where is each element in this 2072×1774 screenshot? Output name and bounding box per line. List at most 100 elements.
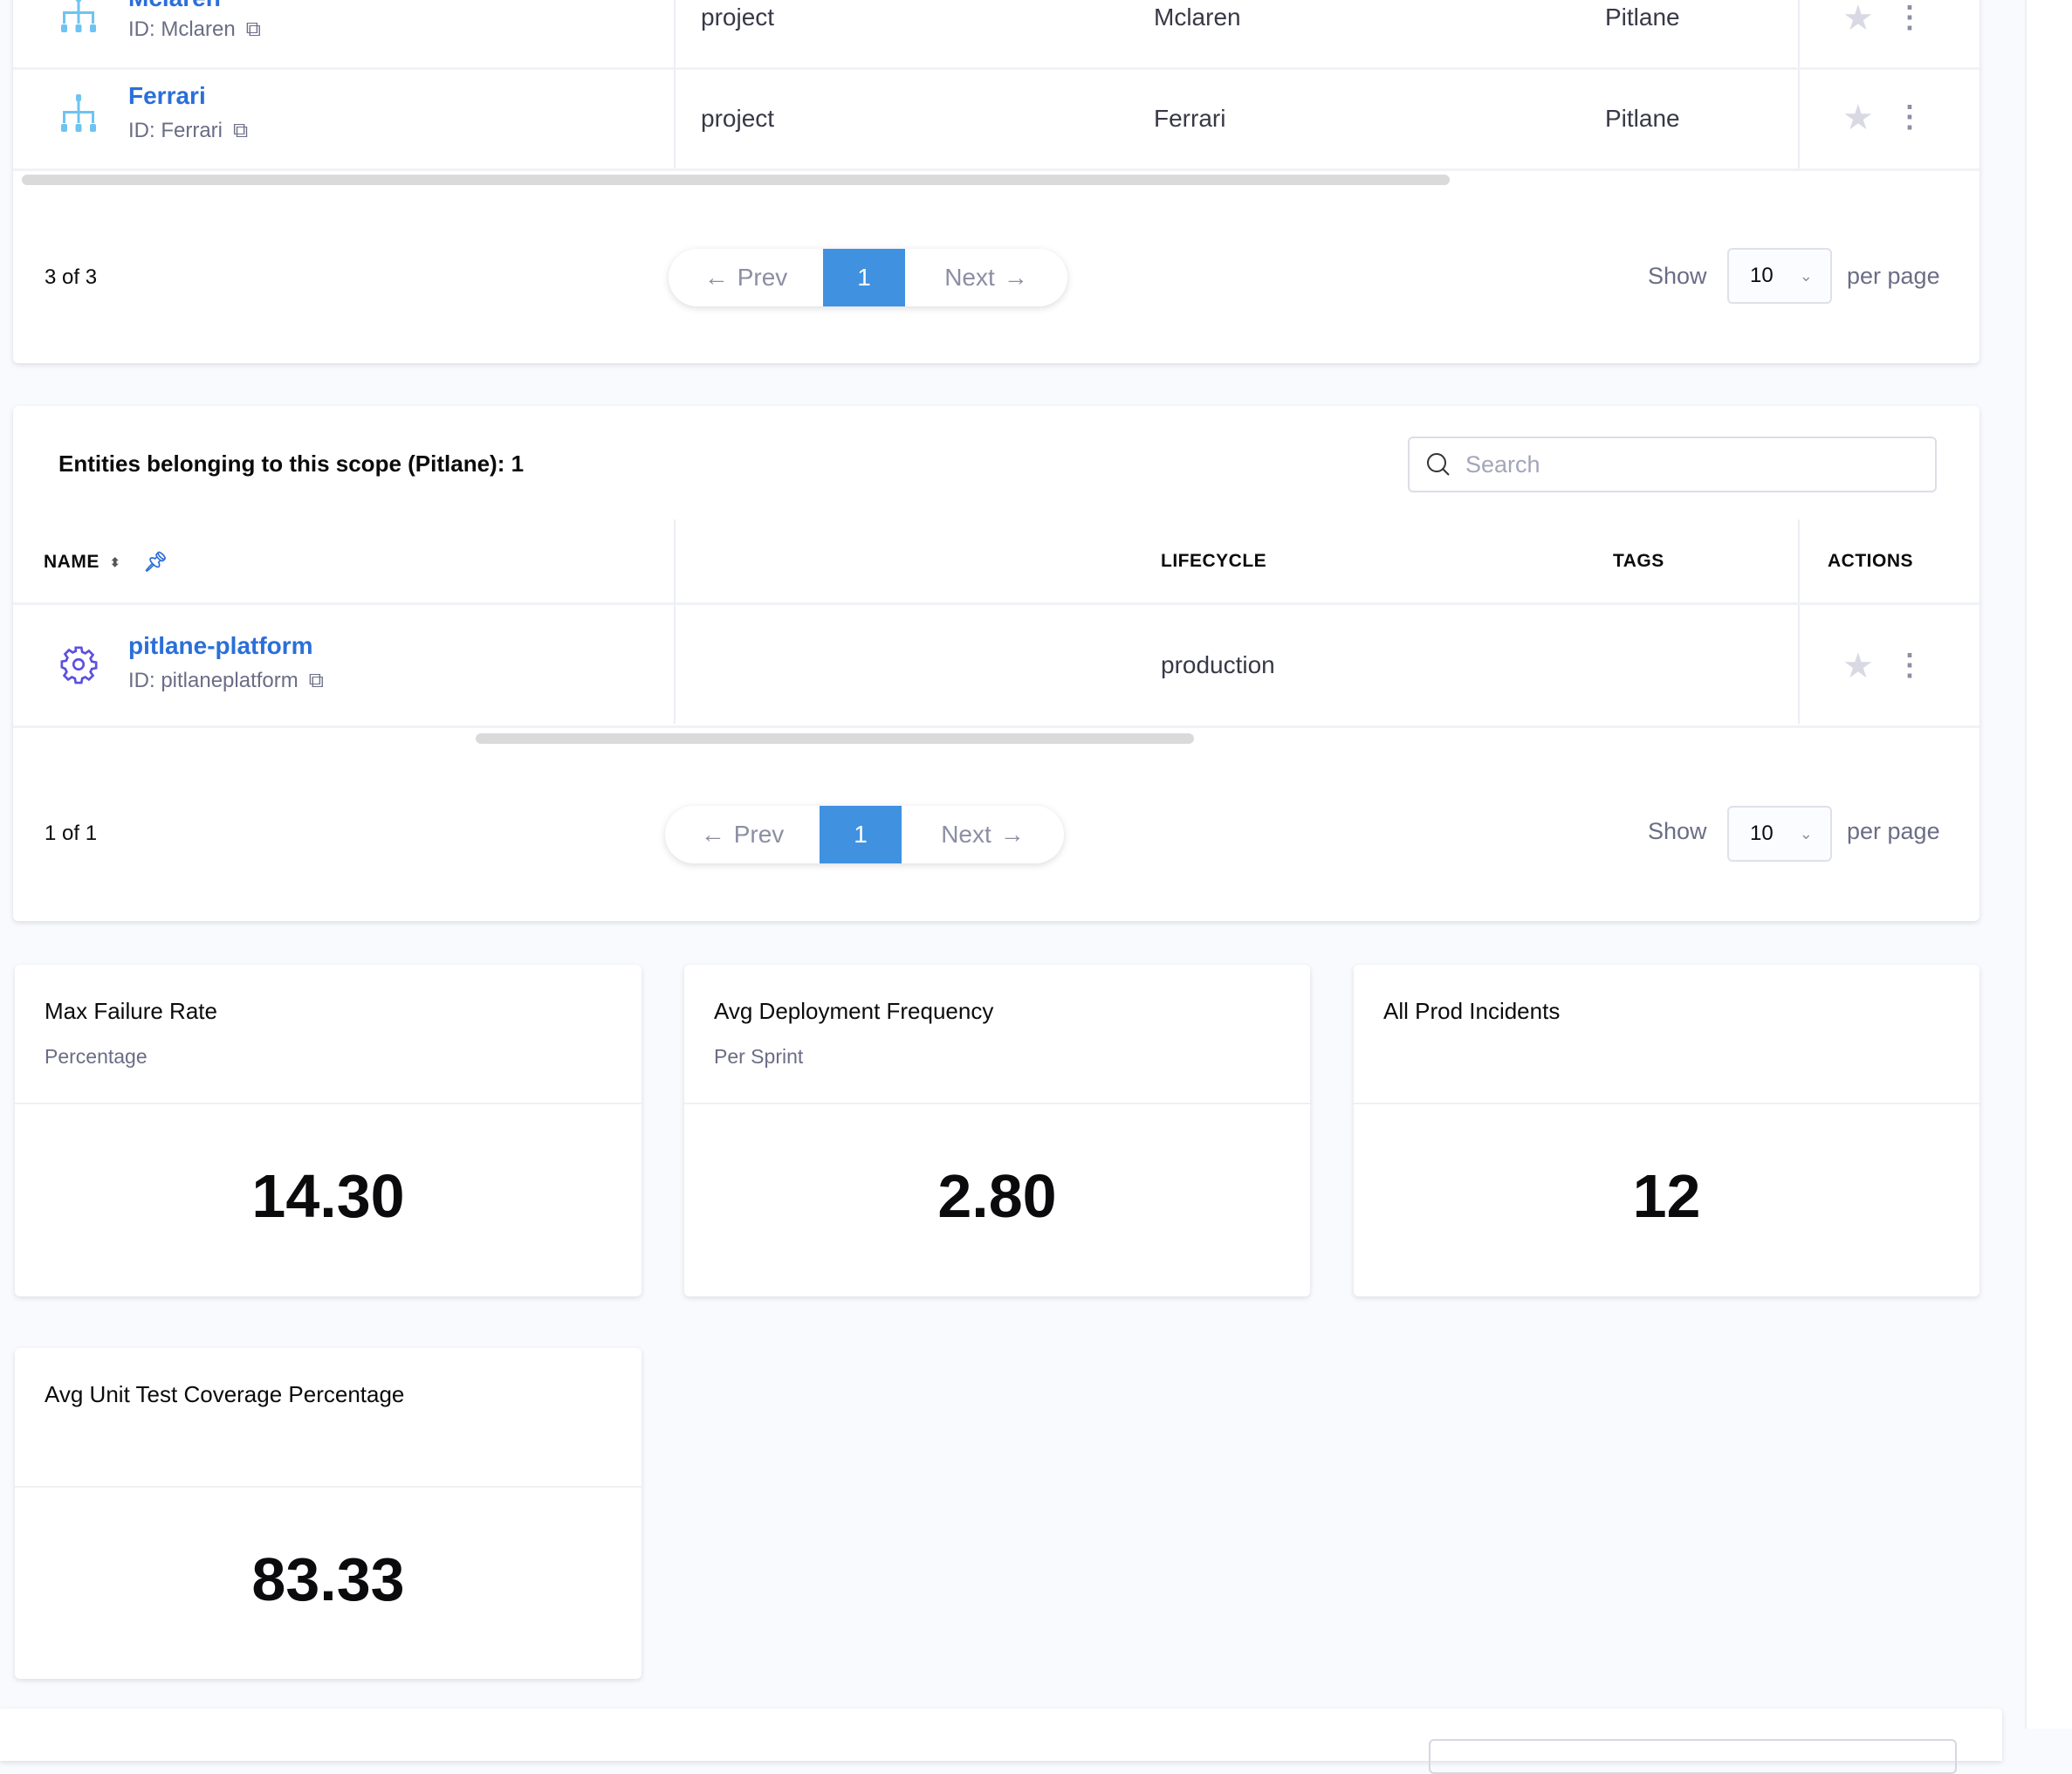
prev-label: Prev xyxy=(733,821,785,848)
more-options-icon[interactable]: ⋮ xyxy=(1895,100,1924,134)
projects-table-card: Mclaren ID: Mclaren ⧉ project Mclaren Pit… xyxy=(13,0,1979,363)
next-label: Next xyxy=(944,264,995,291)
metric-value: 12 xyxy=(1632,1162,1701,1230)
search-placeholder: Search xyxy=(1465,450,1540,478)
next-label: Next xyxy=(941,821,991,848)
star-icon[interactable]: ★ xyxy=(1842,0,1874,38)
metric-card-all-prod-incidents: All Prod Incidents 12 xyxy=(1354,965,1979,1296)
entity-id: ID: Ferrari ⧉ xyxy=(128,119,248,143)
metric-value: 2.80 xyxy=(937,1162,1057,1230)
show-label: Show xyxy=(1648,263,1707,289)
prev-button[interactable]: ← Prev xyxy=(669,249,823,306)
name-column-header[interactable]: NAME ⬍ 📌︎ xyxy=(44,551,168,574)
chevron-down-icon: ⌄ xyxy=(1799,266,1813,285)
type-cell: project xyxy=(701,3,775,31)
more-options-icon[interactable]: ⋮ xyxy=(1895,649,1924,682)
column-divider xyxy=(674,519,676,724)
pagination-count: 3 of 3 xyxy=(45,265,98,289)
search-input[interactable]: Search xyxy=(1408,437,1937,492)
copy-icon[interactable]: ⧉ xyxy=(233,119,249,142)
metric-subtitle: Percentage xyxy=(45,1045,148,1068)
arrow-right-icon: → xyxy=(1003,264,1028,291)
owner-cell: Mclaren xyxy=(1154,3,1241,31)
actions-column-header: ACTIONS xyxy=(1828,551,1913,571)
gear-icon xyxy=(60,646,98,684)
type-cell: project xyxy=(701,105,775,132)
divider xyxy=(1354,1103,1979,1104)
row-divider xyxy=(13,67,1979,70)
pagination: ← Prev 1 Next → xyxy=(665,806,1064,863)
per-page-select[interactable]: 10 ⌄ xyxy=(1727,248,1832,304)
pagination-count: 1 of 1 xyxy=(45,822,98,845)
copy-icon[interactable]: ⧉ xyxy=(245,17,261,41)
metric-title: All Prod Incidents xyxy=(1383,998,1561,1024)
column-divider xyxy=(1798,0,1800,170)
entity-id-text: ID: pitlaneplatform xyxy=(128,669,298,692)
entity-name-link[interactable]: pitlane-platform xyxy=(128,632,313,659)
arrow-right-icon: → xyxy=(999,821,1025,848)
hierarchy-icon xyxy=(61,94,96,132)
header-divider xyxy=(13,602,1979,605)
arrow-left-icon: ← xyxy=(700,821,725,848)
page-edge xyxy=(2025,0,2072,1729)
lifecycle-cell: production xyxy=(1161,651,1275,678)
per-page-label: per page xyxy=(1847,818,1940,844)
more-options-icon[interactable]: ⋮ xyxy=(1895,1,1924,34)
metric-card-max-failure-rate: Max Failure Rate Percentage 14.30 xyxy=(15,965,641,1296)
metric-title: Avg Deployment Frequency xyxy=(714,998,994,1024)
per-page-label: per page xyxy=(1847,263,1940,289)
divider xyxy=(684,1103,1310,1104)
column-divider xyxy=(674,0,676,170)
star-icon[interactable]: ★ xyxy=(1842,99,1874,137)
column-divider xyxy=(1798,519,1800,724)
per-page-select[interactable]: 10 ⌄ xyxy=(1727,806,1832,862)
name-header-label: NAME xyxy=(44,552,99,572)
metric-value: 83.33 xyxy=(251,1545,405,1613)
row-divider xyxy=(13,168,1979,171)
copy-icon[interactable]: ⧉ xyxy=(308,669,324,692)
next-button[interactable]: Next → xyxy=(905,249,1067,306)
horizontal-scrollbar[interactable] xyxy=(476,733,1194,744)
divider xyxy=(15,1486,641,1488)
pin-icon[interactable]: 📌︎ xyxy=(143,551,168,573)
star-icon[interactable]: ★ xyxy=(1842,647,1874,685)
entity-name-link[interactable]: Ferrari xyxy=(128,82,206,109)
entity-name-link[interactable]: Mclaren xyxy=(128,0,221,12)
horizontal-scrollbar[interactable] xyxy=(22,175,1450,185)
owner-cell: Ferrari xyxy=(1154,105,1226,132)
chevron-down-icon: ⌄ xyxy=(1799,824,1813,842)
search-icon xyxy=(1427,453,1450,476)
metric-subtitle: Per Sprint xyxy=(714,1045,804,1068)
hierarchy-icon xyxy=(61,0,96,32)
row-divider xyxy=(13,725,1979,728)
entity-id: ID: Mclaren ⧉ xyxy=(128,17,261,42)
lifecycle-column-header: LIFECYCLE xyxy=(1161,551,1267,571)
system-cell: Pitlane xyxy=(1605,105,1680,132)
metric-card-avg-deployment-frequency: Avg Deployment Frequency Per Sprint 2.80 xyxy=(684,965,1310,1296)
entities-card: Entities belonging to this scope (Pitlan… xyxy=(13,406,1979,921)
prev-label: Prev xyxy=(737,264,788,291)
show-label: Show xyxy=(1648,818,1707,844)
page-1-button[interactable]: 1 xyxy=(820,806,902,863)
next-button[interactable]: Next → xyxy=(902,806,1064,863)
pagination: ← Prev 1 Next → xyxy=(669,249,1067,306)
page-1-button[interactable]: 1 xyxy=(823,249,905,306)
section-title: Entities belonging to this scope (Pitlan… xyxy=(58,450,525,477)
prev-button[interactable]: ← Prev xyxy=(665,806,820,863)
metric-card-avg-unit-test-coverage: Avg Unit Test Coverage Percentage 83.33 xyxy=(15,1348,641,1679)
entity-id-text: ID: Mclaren xyxy=(128,17,236,41)
metric-title: Avg Unit Test Coverage Percentage xyxy=(45,1381,405,1407)
per-page-value: 10 xyxy=(1750,822,1774,845)
next-section-card xyxy=(0,1709,2002,1774)
arrow-left-icon: ← xyxy=(703,264,729,291)
search-input[interactable] xyxy=(1429,1739,1957,1774)
entity-id-text: ID: Ferrari xyxy=(128,119,223,142)
metric-value: 14.30 xyxy=(251,1162,405,1230)
sort-icon[interactable]: ⬍ xyxy=(109,554,121,569)
per-page-value: 10 xyxy=(1750,264,1774,287)
divider xyxy=(15,1103,641,1104)
entity-id: ID: pitlaneplatform ⧉ xyxy=(128,669,324,693)
tags-column-header: TAGS xyxy=(1613,551,1664,571)
system-cell: Pitlane xyxy=(1605,3,1680,31)
metric-title: Max Failure Rate xyxy=(45,998,217,1024)
